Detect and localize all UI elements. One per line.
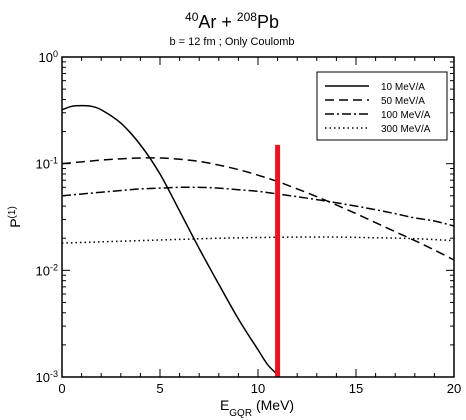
- series-line-10-mev-a: [62, 104, 281, 377]
- y-tick-exponent: -1: [50, 156, 58, 166]
- x-label-subscript: GQR: [229, 408, 252, 419]
- chart-title: 40Ar + 208Pb: [185, 10, 279, 32]
- chart-title-text: 40Ar + 208Pb: [185, 10, 279, 32]
- y-tick-base: 10: [36, 370, 50, 385]
- legend-label: 50 MeV/A: [381, 96, 425, 107]
- y-tick-label: 10-3: [36, 369, 58, 385]
- y-axis-label-text: P(1): [7, 206, 24, 228]
- y-axis-label: P(1): [7, 206, 24, 228]
- y-tick-exponent: -3: [50, 369, 58, 379]
- series-line-100-mev-a: [62, 186, 454, 227]
- legend: 10 MeV/A 50 MeV/A 100 MeV/A 300 MeV/A: [316, 71, 448, 141]
- y-tick-base: 10: [36, 157, 50, 172]
- y-label-main: P: [7, 218, 23, 227]
- x-label-main: E: [220, 397, 229, 413]
- y-tick-base: 10: [36, 263, 50, 278]
- legend-label: 300 MeV/A: [381, 124, 431, 135]
- title-superscript: 40: [185, 10, 199, 24]
- plot-frame: [61, 56, 455, 378]
- chart-subtitle: b = 12 fm ; Only Coulomb: [169, 36, 294, 48]
- title-segment: Pb: [257, 12, 279, 32]
- title-segment: Ar +: [198, 12, 237, 32]
- x-tick-label: 10: [251, 381, 265, 396]
- title-superscript: 208: [237, 10, 257, 24]
- x-tick-label: 0: [58, 381, 65, 396]
- legend-label: 10 MeV/A: [381, 82, 425, 93]
- y-tick-label: 10-1: [36, 156, 58, 172]
- x-axis-label-text: EGQR (MeV): [220, 397, 294, 419]
- y-label-superscript: (1): [7, 206, 18, 218]
- x-tick-label: 20: [447, 381, 461, 396]
- series-line-50-mev-a: [62, 157, 454, 261]
- x-axis-label: EGQR (MeV): [220, 397, 294, 419]
- series-group: [62, 104, 454, 377]
- y-tick-exponent: -2: [50, 262, 58, 272]
- x-tick-label: 15: [349, 381, 363, 396]
- y-tick-label: 10-2: [36, 262, 58, 278]
- y-tick-label: 100: [39, 49, 58, 65]
- legend-label: 100 MeV/A: [381, 110, 431, 121]
- series-line-300-mev-a: [62, 236, 454, 244]
- y-tick-exponent: 0: [53, 49, 58, 59]
- x-label-rest: (MeV): [252, 397, 294, 413]
- x-tick-label: 5: [156, 381, 163, 396]
- y-tick-base: 10: [39, 50, 53, 65]
